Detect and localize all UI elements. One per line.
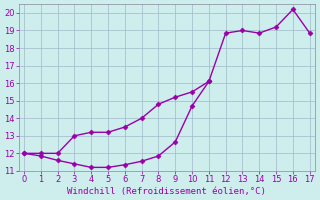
X-axis label: Windchill (Refroidissement éolien,°C): Windchill (Refroidissement éolien,°C) [68, 187, 266, 196]
